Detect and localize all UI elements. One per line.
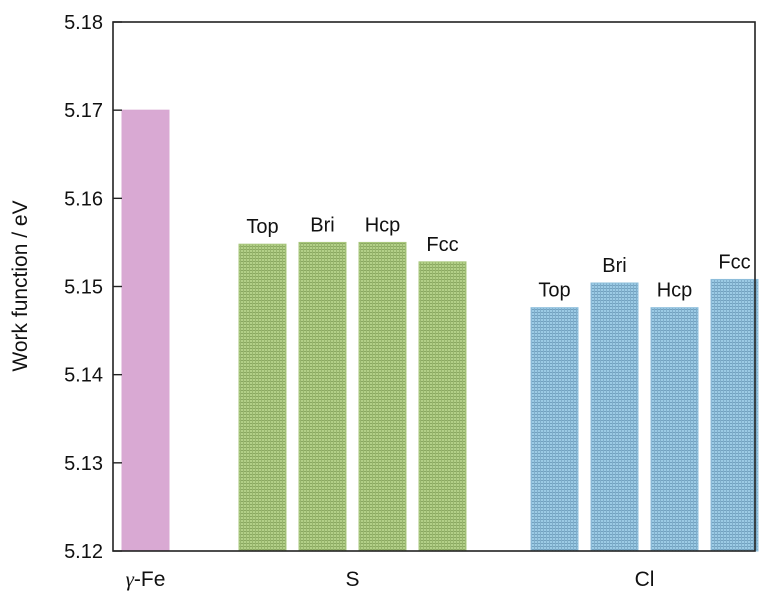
bar-label: Hcp — [657, 280, 693, 302]
bar-label: Top — [538, 280, 570, 302]
bar-fe-value — [121, 109, 170, 552]
y-tick-label: 5.16 — [64, 188, 103, 210]
group-label-suffix: -Fe — [134, 568, 166, 591]
bar-cl-hcp — [650, 307, 699, 552]
bar-label: Top — [246, 216, 278, 238]
bar-label: Bri — [602, 255, 626, 277]
bar-label: Fcc — [426, 234, 458, 256]
bars-layer — [121, 109, 759, 552]
bar-labels-layer: Top Bri Hcp Fcc Top Bri Hcp Fcc — [246, 214, 750, 301]
group-label-prefix: γ — [126, 567, 135, 591]
x-group-label: γ-Fe — [126, 567, 166, 591]
bar-label: Hcp — [365, 214, 401, 236]
bar-s-hcp — [358, 241, 407, 552]
x-group-label: S — [345, 568, 359, 591]
y-tick-label: 5.13 — [64, 453, 103, 475]
bar-s-bri — [298, 241, 347, 552]
bar-label: Fcc — [718, 251, 750, 273]
y-tick-label: 5.17 — [64, 100, 103, 122]
y-tick-label: 5.14 — [64, 365, 103, 387]
y-axis-ticks: 5.12 5.13 5.14 5.15 5.16 5.17 5.18 — [64, 12, 122, 563]
y-tick-label: 5.15 — [64, 277, 103, 299]
bar-label: Bri — [310, 214, 334, 236]
bar-cl-fcc — [710, 278, 759, 552]
y-tick-label: 5.18 — [64, 12, 103, 34]
y-tick-label: 5.12 — [64, 541, 103, 563]
x-group-labels: γ-Fe S Cl — [126, 567, 655, 591]
bar-s-fcc — [418, 261, 467, 552]
bar-cl-top — [530, 307, 579, 552]
y-axis-label: Work function / eV — [9, 200, 32, 371]
bar-s-top — [238, 243, 287, 552]
bar-cl-bri — [590, 282, 639, 552]
x-group-label: Cl — [635, 568, 655, 591]
